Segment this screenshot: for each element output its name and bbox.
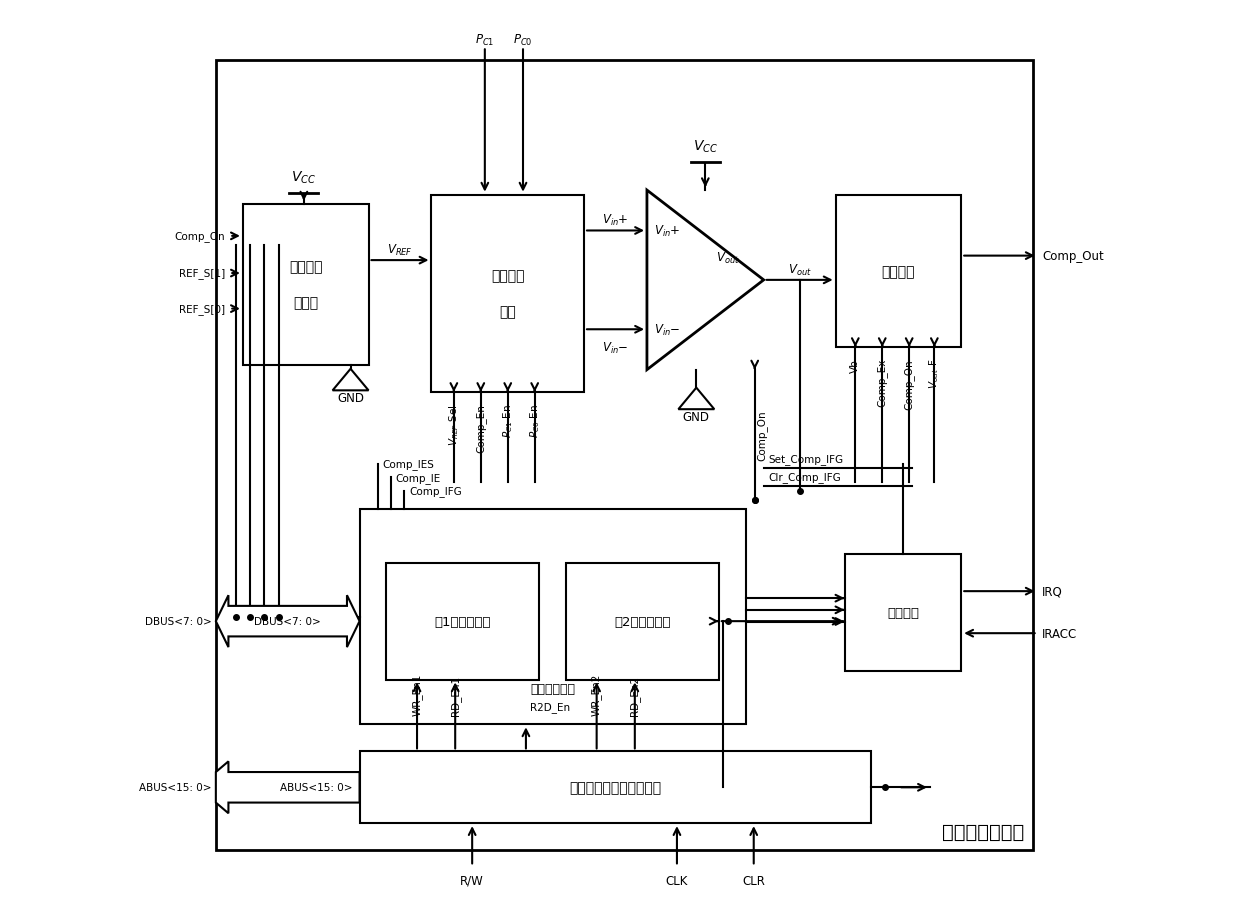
Bar — [844, 554, 961, 670]
Text: Vb: Vb — [851, 359, 861, 373]
Text: RD_En1: RD_En1 — [450, 676, 460, 716]
Text: $V_{in}$−: $V_{in}$− — [655, 322, 681, 337]
Text: $V_{out}$-F: $V_{out}$-F — [928, 359, 941, 389]
Text: R2D_En: R2D_En — [531, 701, 570, 712]
Text: WR_En1: WR_En1 — [412, 673, 423, 716]
Text: GND: GND — [683, 411, 709, 424]
Bar — [243, 204, 368, 366]
Text: $V_{REF}$-Sel: $V_{REF}$-Sel — [446, 404, 461, 445]
Text: Comp_On: Comp_On — [904, 359, 915, 409]
Bar — [387, 563, 539, 680]
Text: $P_{C0}$-En: $P_{C0}$-En — [528, 404, 542, 437]
Text: $V_{out}$: $V_{out}$ — [787, 262, 811, 277]
Bar — [360, 752, 872, 824]
Text: CLK: CLK — [666, 874, 688, 886]
Text: $P_{C1}$-En: $P_{C1}$-En — [501, 404, 515, 437]
Bar — [432, 195, 584, 393]
Text: $V_{out}$: $V_{out}$ — [715, 251, 739, 266]
Text: Comp_IFG: Comp_IFG — [409, 486, 461, 496]
Text: ABUS<15: 0>: ABUS<15: 0> — [280, 783, 352, 793]
Text: GND: GND — [337, 392, 365, 404]
Text: 中断模块: 中断模块 — [887, 606, 919, 619]
Text: 第1控制寄存器: 第1控制寄存器 — [434, 615, 491, 628]
Bar — [216, 61, 1033, 850]
Text: Comp_Ex: Comp_Ex — [877, 359, 888, 407]
Polygon shape — [332, 369, 368, 391]
Text: $V_{in}$+: $V_{in}$+ — [655, 224, 681, 239]
Text: 产生器: 产生器 — [293, 296, 319, 310]
Polygon shape — [647, 190, 764, 370]
Text: Comp_Out: Comp_Out — [1042, 250, 1104, 263]
Text: WR_En2: WR_En2 — [591, 673, 603, 716]
Text: 第2控制寄存器: 第2控制寄存器 — [614, 615, 671, 628]
Text: IRQ: IRQ — [1042, 585, 1063, 598]
Text: ABUS<15: 0>: ABUS<15: 0> — [139, 783, 211, 793]
Text: REF_S[1]: REF_S[1] — [179, 269, 224, 279]
Text: 模拟电压比较器: 模拟电压比较器 — [942, 823, 1024, 841]
Bar — [836, 195, 961, 348]
Text: Comp_IES: Comp_IES — [382, 459, 434, 470]
Text: REF_S[0]: REF_S[0] — [179, 304, 224, 314]
Text: $V_{in}$−: $V_{in}$− — [603, 341, 629, 356]
Text: Comp_IE: Comp_IE — [396, 473, 440, 484]
Text: Comp_On: Comp_On — [174, 231, 224, 242]
Polygon shape — [678, 388, 714, 410]
Text: Comp_On: Comp_On — [756, 410, 768, 461]
Text: 模块: 模块 — [500, 305, 516, 319]
Text: 参考电压: 参考电压 — [289, 261, 322, 274]
Text: 控制寄存器组: 控制寄存器组 — [531, 682, 575, 695]
Text: RD_En2: RD_En2 — [630, 676, 640, 716]
Text: $P_{C1}$: $P_{C1}$ — [475, 33, 495, 47]
Polygon shape — [216, 596, 360, 648]
Text: $V_{CC}$: $V_{CC}$ — [693, 138, 718, 155]
Polygon shape — [216, 762, 360, 814]
Bar — [567, 563, 719, 680]
Text: 地址译码与读写控制逻辑: 地址译码与读写控制逻辑 — [569, 781, 662, 794]
Bar — [360, 509, 745, 724]
Text: Comp_En: Comp_En — [475, 404, 486, 452]
Text: $V_{in}$+: $V_{in}$+ — [603, 213, 629, 228]
Text: Clr_Comp_IFG: Clr_Comp_IFG — [769, 472, 841, 483]
Text: DBUS<7: 0>: DBUS<7: 0> — [145, 617, 211, 627]
Text: 输入选择: 输入选择 — [491, 269, 525, 283]
Text: $V_{CC}$: $V_{CC}$ — [291, 169, 316, 186]
Text: CLR: CLR — [743, 874, 765, 886]
Text: DBUS<7: 0>: DBUS<7: 0> — [254, 617, 321, 627]
Text: 输出模块: 输出模块 — [882, 264, 915, 279]
Text: $V_{REF}$: $V_{REF}$ — [387, 242, 413, 258]
Text: R/W: R/W — [460, 874, 484, 886]
Text: $P_{C0}$: $P_{C0}$ — [513, 33, 533, 47]
Text: IRACC: IRACC — [1042, 627, 1078, 640]
Text: Set_Comp_IFG: Set_Comp_IFG — [769, 454, 843, 465]
